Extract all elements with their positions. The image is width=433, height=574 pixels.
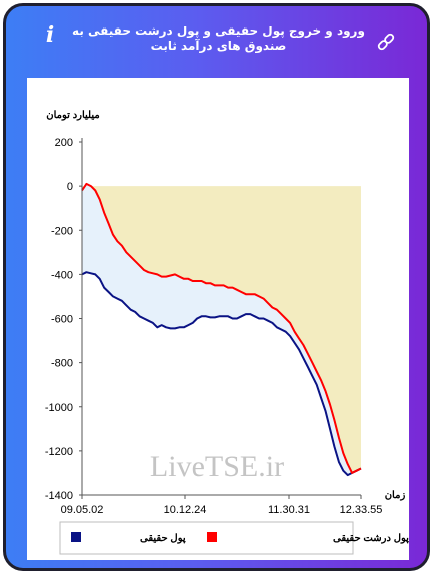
y-tick-label: -400 [51, 269, 73, 281]
y-tick-label: 0 [67, 181, 73, 193]
x-tick-label: 10.12.24 [164, 504, 207, 516]
info-icon[interactable]: i [45, 22, 55, 48]
legend: پول حقیقی پول درشت حقیقی [59, 521, 409, 555]
x-tick-label: 12.33.55 [340, 504, 383, 516]
card-header: ورود و خروج پول حقیقی و پول درشت حقیقی ب… [6, 6, 427, 78]
legend-box [59, 521, 354, 555]
y-tick-label: -800 [51, 358, 73, 370]
x-tick-label: 09.05.02 [61, 504, 104, 516]
series-line-big-real-money [81, 182, 362, 474]
legend-label-real-money: پول حقیقی [140, 533, 186, 544]
legend-label-big-real-money: پول درشت حقیقی [333, 533, 409, 544]
y-tick-label: -1400 [45, 490, 73, 502]
chart-lines [81, 182, 362, 477]
beige-area [82, 183, 361, 473]
chart-card: ورود و خروج پول حقیقی و پول درشت حقیقی ب… [3, 3, 430, 571]
y-tick-label: 200 [55, 137, 73, 149]
chart-svg: 200 0 -200 -400 -600 -800 -1000 -1200 -1400 09.05… [45, 110, 409, 555]
legend-marker-real-money [71, 532, 81, 542]
series-line-real-money [81, 271, 362, 477]
y-tick-label: -200 [51, 225, 73, 237]
y-axis-label: میلیارد تومان [46, 110, 100, 121]
link-icon-svg [377, 33, 395, 51]
x-tick-label: 11.30.31 [268, 504, 310, 516]
legend-marker-big-real-money [207, 532, 217, 542]
chart-panel: 200 0 -200 -400 -600 -800 -1000 -1200 -1400 09.05… [27, 78, 409, 560]
link-icon[interactable] [376, 32, 396, 52]
y-tick-label: -1200 [45, 446, 73, 458]
watermark: LiveTSE.ir [150, 450, 284, 483]
chart-axes: 200 0 -200 -400 -600 -800 -1000 -1200 -1400 09.05… [45, 137, 383, 516]
chart-areas [82, 183, 361, 476]
x-axis-label: زمان [385, 490, 406, 501]
y-tick-label: -600 [51, 314, 73, 326]
chart-title: ورود و خروج پول حقیقی و پول درشت حقیقی ب… [72, 24, 365, 53]
y-tick-label: -1000 [45, 402, 73, 414]
